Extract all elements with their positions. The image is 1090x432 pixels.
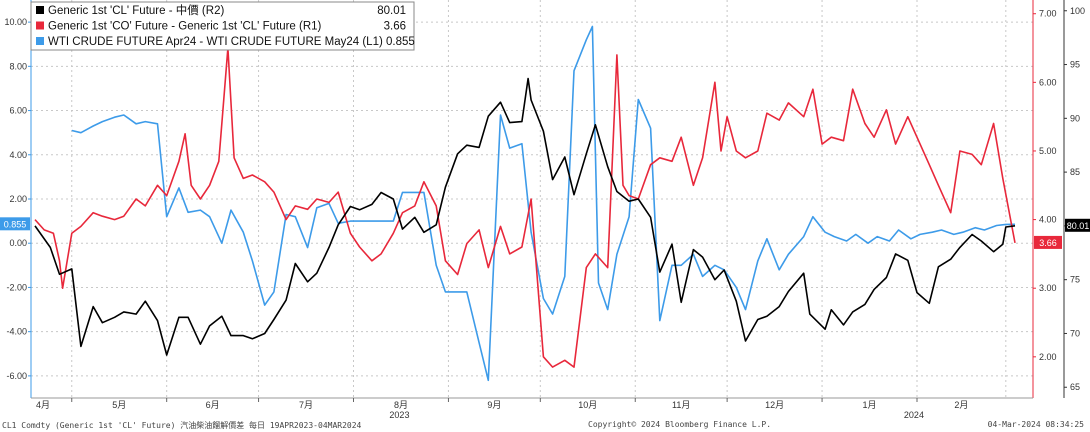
footer-timestamp: 04-Mar-2024 08:34:25 [987,420,1084,429]
x-axis-month-label: 4月 [36,400,50,410]
x-axis-month-label: 7月 [299,400,313,410]
r2-axis-tick-label: 65 [1070,382,1080,392]
legend-box [30,1,415,51]
end-label-r1: 3.66 [1039,238,1057,248]
x-axis-year-label: 2024 [904,410,924,420]
footer-source: CL1 Comdty (Generic 1st 'CL' Future) 汽油柴… [2,421,362,430]
series-line-r1 [34,47,1016,368]
series-lines [34,25,1016,382]
end-label-left: 0.855 [4,219,27,229]
legend-swatch [36,21,44,30]
r1-axis-tick-label: 3.00 [1039,283,1057,293]
left-axis-tick-label: 6.00 [9,106,27,116]
x-axis-month-label: 11月 [672,400,690,410]
legend-entry-name: Generic 1st 'CO' Future - Generic 1st 'C… [48,21,322,33]
left-axis-tick-label: 8.00 [9,61,27,71]
legend-entry-name: Generic 1st 'CL' Future - 中價 (R2) [48,3,224,17]
r2-axis-tick-label: 70 [1070,328,1080,338]
left-axis-tick-label: -4.00 [6,327,27,337]
x-axis-month-label: 5月 [112,400,126,410]
r1-axis-tick-label: 7.00 [1039,9,1057,19]
left-axis-tick-label: 10.00 [4,17,27,27]
r2-axis-tick-label: 95 [1070,60,1080,70]
x-axis-month-label: 12月 [765,400,784,410]
r2-axis-tick-label: 75 [1070,275,1080,285]
legend-entry-value: 80.01 [377,5,406,17]
x-axis-month-label: 6月 [206,400,220,410]
legend-swatch [36,6,44,14]
axes: -6.00 -4.00 -2.00 0.00 2.00 4.00 6.00 8.00 10.00… [4,0,1085,420]
legend-entry-name: WTI CRUDE FUTURE Apr24 - WTI CRUDE FUTUR… [48,36,415,48]
r1-axis-tick-label: 4.00 [1039,215,1057,225]
series-line-left [71,25,1016,382]
grid [31,0,1033,398]
legend: Generic 1st 'CL' Future - 中價 (R2) 80.01 Ge… [30,1,415,51]
x-axis-month-label: 10月 [578,400,597,410]
left-axis-tick-label: 2.00 [9,194,27,204]
footer-copyright: Copyright© 2024 Bloomberg Finance L.P. [588,420,772,429]
r2-axis-tick-label: 100 [1070,6,1085,16]
end-label-box [1065,218,1090,232]
series-line-r2 [34,77,1016,356]
x-axis-month-label: 9月 [487,400,501,410]
legend-swatch [36,37,44,45]
end-label-box [1034,235,1062,249]
x-axis-month-label: 8月 [394,400,408,410]
left-axis-tick-label: 0.00 [9,238,27,248]
end-label-box [0,217,30,231]
r2-axis-tick-label: 85 [1070,167,1080,177]
x-axis-year-label: 2023 [389,410,409,420]
left-axis-tick-label: -2.00 [6,282,27,292]
r2-axis-tick-label: 90 [1070,113,1080,123]
x-axis-month-label: 1月 [863,400,877,410]
end-label-r2: 80.01 [1067,221,1090,231]
left-axis-tick-label: 4.00 [9,150,27,160]
r1-axis-tick-label: 5.00 [1039,146,1057,156]
left-axis-tick-label: -6.00 [6,371,27,381]
x-axis-month-label: 2月 [954,400,968,410]
r1-axis-tick-label: 6.00 [1039,77,1057,87]
legend-entry-value: 3.66 [384,21,406,33]
r1-axis-tick-label: 2.00 [1039,352,1057,362]
end-labels: 0.855 3.66 80.01 [0,217,1090,249]
